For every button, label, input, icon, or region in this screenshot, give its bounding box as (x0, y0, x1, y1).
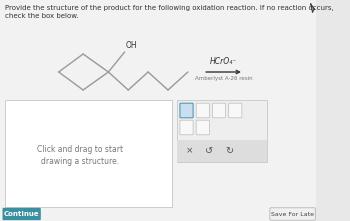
Text: ↻: ↻ (225, 146, 233, 156)
Text: Save For Late: Save For Late (271, 211, 314, 217)
Bar (177, 100, 267, 162)
FancyBboxPatch shape (180, 120, 193, 135)
FancyBboxPatch shape (270, 208, 315, 220)
Text: Amberlyst A-26 resin: Amberlyst A-26 resin (195, 76, 252, 81)
Text: Click and drag to start
drawing a structure.: Click and drag to start drawing a struct… (37, 145, 123, 166)
FancyBboxPatch shape (196, 120, 209, 135)
Text: ↺: ↺ (205, 146, 214, 156)
FancyBboxPatch shape (196, 103, 209, 118)
Text: HCrO₄⁻: HCrO₄⁻ (210, 57, 237, 66)
FancyBboxPatch shape (2, 208, 41, 220)
Bar (177, 140, 267, 162)
FancyBboxPatch shape (180, 103, 193, 118)
Bar (5, 100, 172, 207)
Text: Provide the structure of the product for the following oxidation reaction. If no: Provide the structure of the product for… (5, 5, 333, 19)
Text: ×: × (186, 147, 194, 156)
FancyBboxPatch shape (212, 103, 226, 118)
Text: OH: OH (126, 41, 137, 50)
Text: Continue: Continue (4, 211, 40, 217)
FancyBboxPatch shape (229, 103, 242, 118)
